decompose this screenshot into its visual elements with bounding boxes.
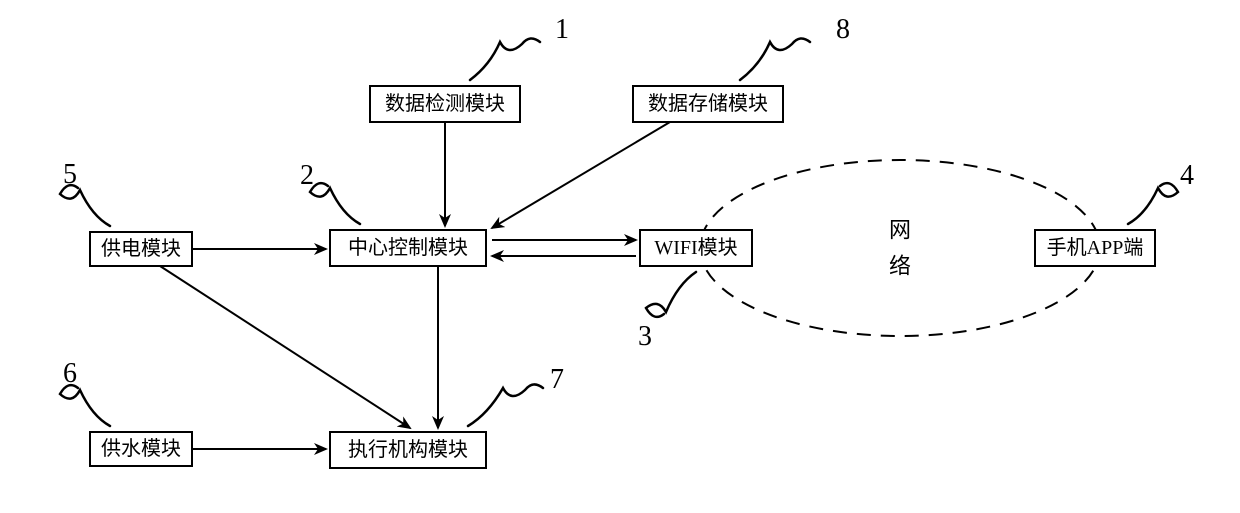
leader-n2	[310, 183, 360, 224]
cloud-label-top: 网	[889, 218, 911, 243]
node-n6: 供水模块	[90, 432, 192, 466]
node-label-n3: WIFI模块	[654, 236, 737, 259]
leader-n5	[60, 185, 110, 226]
node-label-n7: 执行机构模块	[348, 438, 468, 461]
node-n4: 手机APP端	[1035, 230, 1155, 266]
node-label-n5: 供电模块	[101, 237, 181, 260]
leader-n6	[60, 385, 110, 426]
node-label-n4: 手机APP端	[1047, 236, 1144, 259]
callout-number-n2: 2	[300, 160, 314, 191]
block-diagram: 网络 数据检测模块 数据存储模块供电模块 中心控制模块 WIFI模块 手机APP端供水模…	[0, 0, 1240, 513]
node-n8: 数据存储模块	[633, 86, 783, 122]
leader-n4	[1128, 183, 1178, 224]
callout-number-n8: 8	[836, 14, 850, 45]
callout-number-n4: 4	[1180, 160, 1194, 191]
edge-n5-n7	[160, 266, 410, 428]
node-label-n1: 数据检测模块	[385, 92, 505, 115]
leader-n3	[646, 272, 696, 317]
callout-number-n1: 1	[555, 14, 569, 45]
leader-n7	[468, 384, 543, 426]
node-n7: 执行机构模块	[330, 432, 486, 468]
node-label-n2: 中心控制模块	[348, 236, 468, 259]
cloud-label-bot: 络	[889, 254, 911, 279]
node-label-n6: 供水模块	[101, 437, 181, 460]
node-label-n8: 数据存储模块	[648, 92, 768, 115]
node-n2: 中心控制模块	[330, 230, 486, 266]
callout-number-n6: 6	[63, 358, 77, 389]
leader-n1	[470, 38, 540, 80]
node-n5: 供电模块	[90, 232, 192, 266]
callout-number-n7: 7	[550, 364, 564, 395]
leader-n8	[740, 38, 810, 80]
callout-number-n5: 5	[63, 159, 77, 190]
node-n1: 数据检测模块	[370, 86, 520, 122]
edge-n8-n2	[492, 122, 670, 228]
node-n3: WIFI模块	[640, 230, 752, 266]
callout-number-n3: 3	[638, 321, 652, 352]
